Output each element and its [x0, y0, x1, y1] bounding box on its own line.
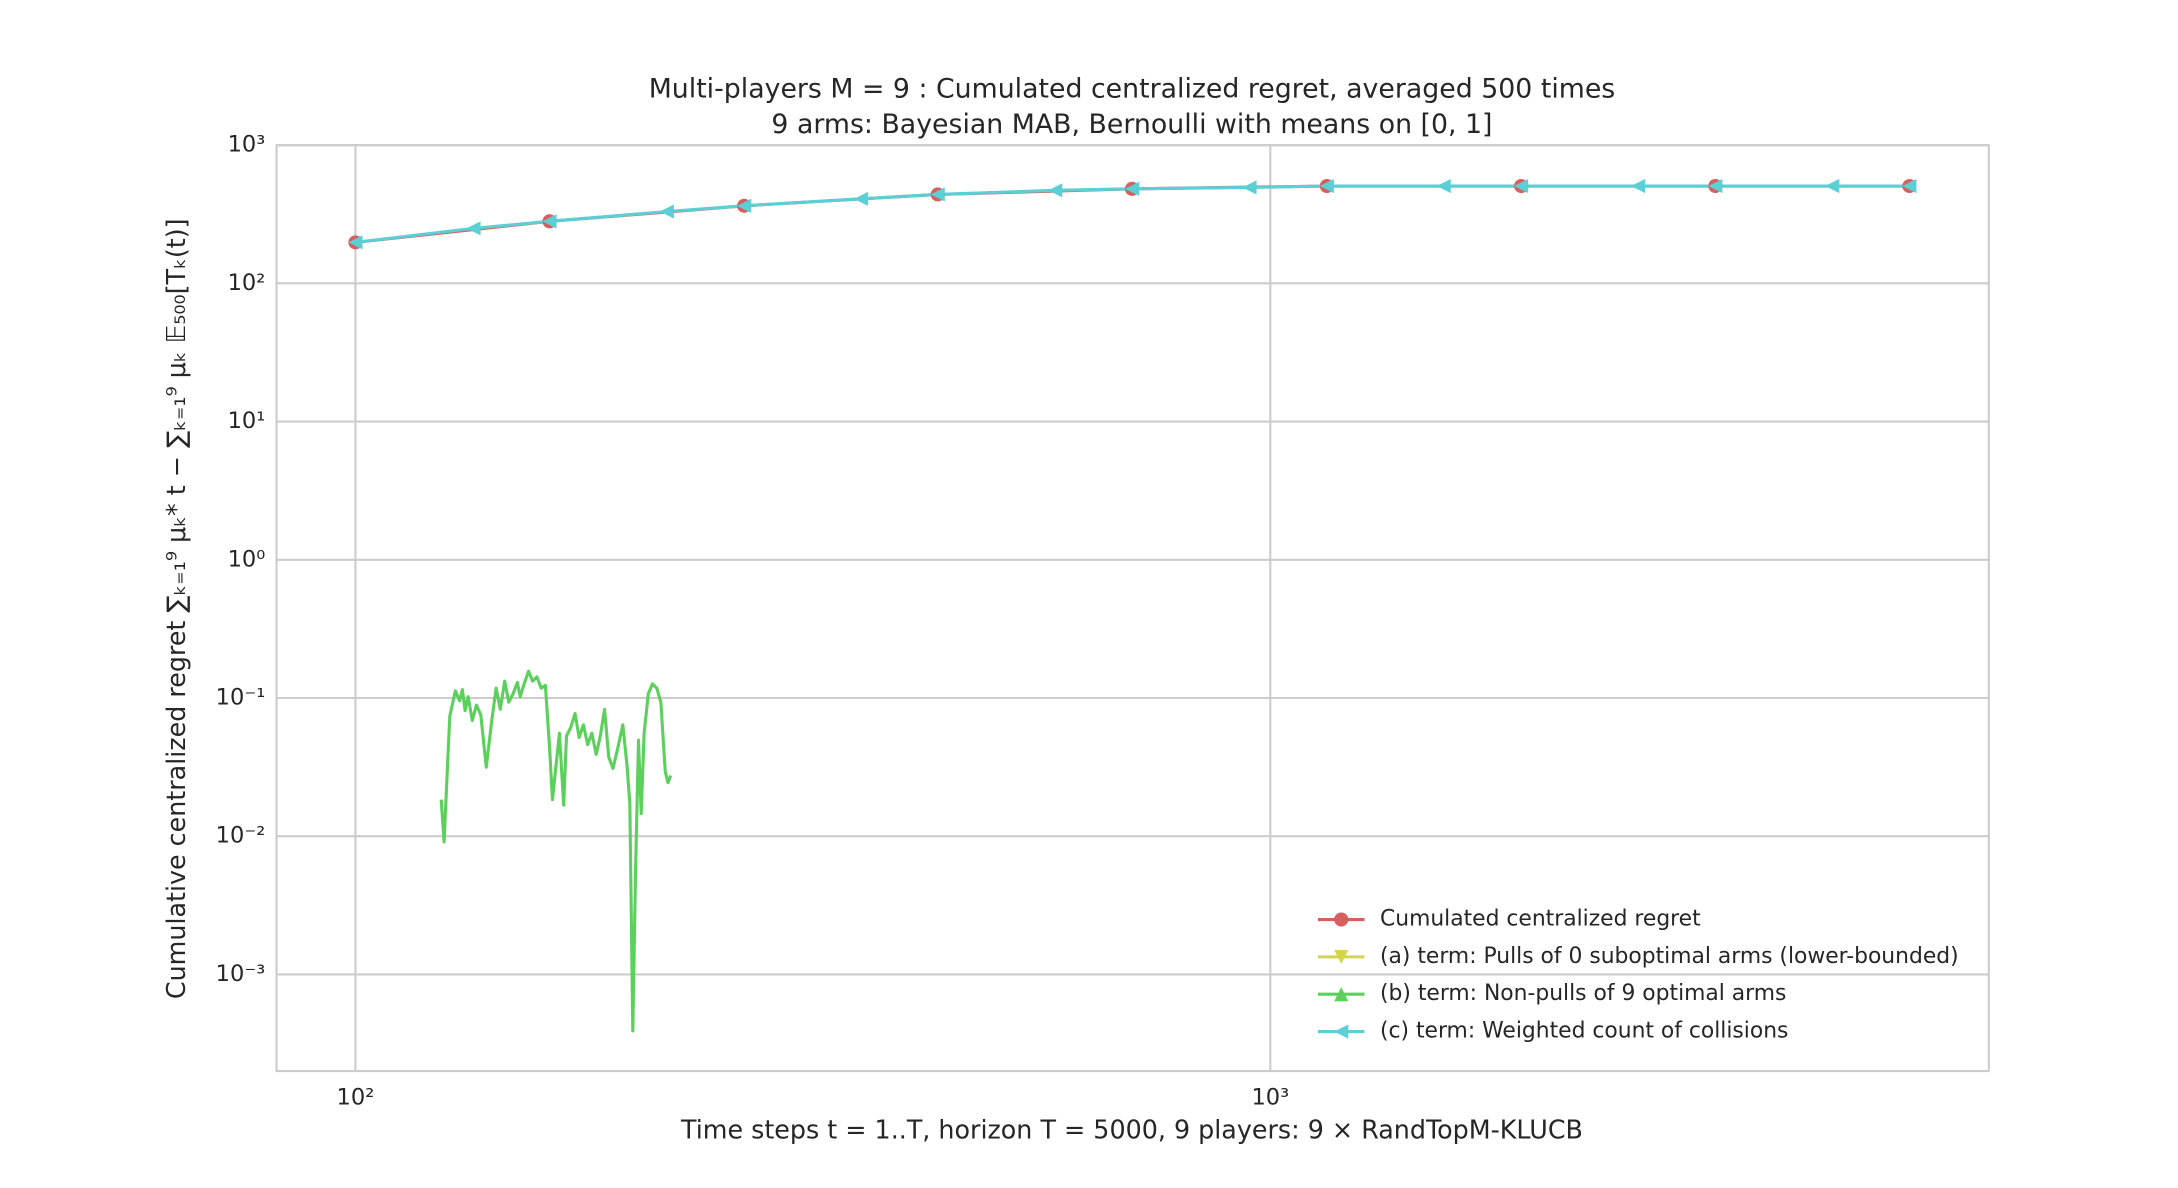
x-axis-label: Time steps t = 1..T, horizon T = 5000, 9… — [680, 1115, 1583, 1145]
legend-marker — [1334, 1024, 1349, 1039]
marker — [1514, 178, 1529, 194]
y-tick-label: 10⁻² — [216, 823, 266, 849]
marker — [1124, 181, 1140, 196]
series-line — [439, 669, 673, 1033]
marker — [930, 187, 945, 202]
legend-label: (c) term: Weighted count of collisions — [1380, 1019, 1788, 1044]
legend: Cumulated centralized regret (a) term: Pu… — [1318, 907, 1959, 1044]
x-tick-label: 10³ — [1251, 1084, 1289, 1110]
marker — [854, 191, 869, 206]
y-tick-label: 10⁻¹ — [216, 685, 266, 711]
chart-title: Multi-players M = 9 : Cumulated centrali… — [649, 74, 1616, 105]
marker — [466, 221, 481, 236]
legend-label: (b) term: Non-pulls of 9 optimal arms — [1380, 981, 1786, 1006]
y-axis-label: Cumulative centralized regret ∑ₖ₌₁⁹ μₖ* … — [161, 218, 191, 999]
y-tick-label: 10⁻³ — [216, 961, 266, 987]
legend-marker — [1334, 949, 1349, 964]
marker — [1708, 178, 1723, 194]
marker — [1825, 178, 1840, 194]
marker — [1048, 183, 1063, 198]
marker — [659, 204, 674, 219]
plot-markers — [348, 178, 1917, 250]
y-tick-label: 10³ — [228, 132, 266, 158]
marker — [737, 198, 752, 213]
legend-label: Cumulated centralized regret — [1380, 907, 1701, 932]
marker — [348, 235, 363, 250]
marker — [1630, 178, 1646, 194]
chart-subtitle: 9 arms: Bayesian MAB, Bernoulli with mea… — [771, 109, 1492, 140]
legend-marker — [1334, 987, 1349, 1002]
plot-frame — [275, 144, 1990, 1073]
y-tick-label: 10¹ — [228, 408, 266, 434]
legend-marker — [1334, 912, 1349, 927]
marker — [1242, 180, 1257, 195]
legend-label: (a) term: Pulls of 0 suboptimal arms (lo… — [1380, 944, 1959, 969]
y-tick-label: 10⁰ — [228, 546, 266, 572]
marker — [1436, 178, 1451, 194]
marker — [1902, 178, 1917, 194]
marker — [542, 214, 557, 229]
y-tick-label: 10² — [228, 270, 266, 296]
marker — [1319, 178, 1334, 194]
x-tick-label: 10² — [337, 1084, 375, 1110]
